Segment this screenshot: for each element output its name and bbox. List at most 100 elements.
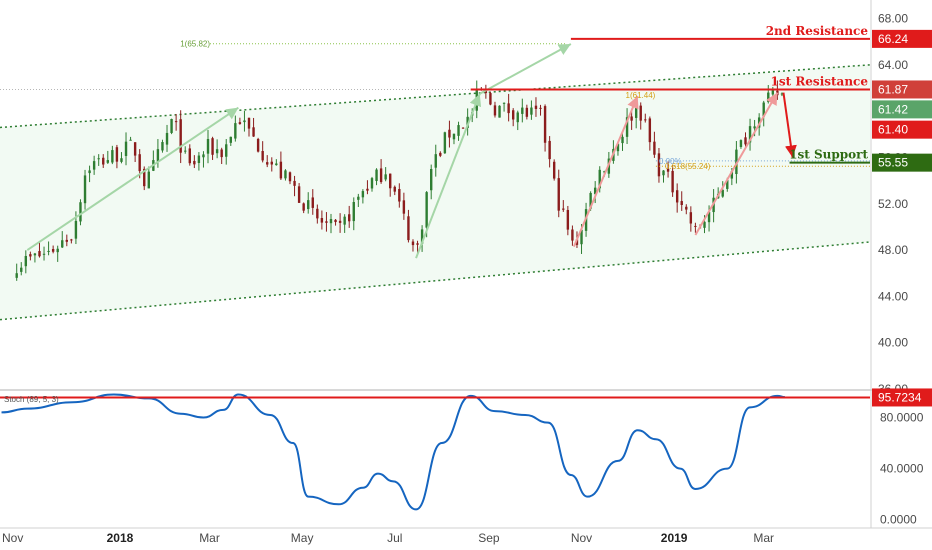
candle (329, 213, 333, 234)
candle (193, 155, 196, 169)
candle (348, 205, 351, 228)
second-resistance-label: 2nd Resistance (766, 24, 869, 38)
trend-arrow[interactable] (415, 93, 482, 259)
candle (165, 124, 169, 152)
candle (65, 234, 69, 247)
stochastic-label: Stoch (89, 5, 3) (4, 395, 59, 404)
candle (539, 104, 542, 116)
candle (51, 245, 55, 254)
candle (571, 225, 574, 246)
candle (29, 251, 32, 261)
projection-arrow[interactable] (782, 92, 797, 158)
candle (361, 189, 365, 204)
trend-arrow[interactable] (573, 95, 639, 247)
candle (238, 117, 242, 125)
candle (234, 115, 237, 142)
candle (379, 159, 383, 184)
stochastic-axis[interactable]: 80.0000 40.0000 0.0000 (880, 411, 924, 527)
trend-arrow[interactable] (26, 106, 239, 251)
candle (452, 133, 456, 145)
price-tick-label: 64.00 (878, 58, 908, 72)
candle (639, 102, 642, 130)
candle (256, 137, 260, 153)
candle (402, 192, 406, 220)
candle (133, 142, 137, 163)
candle (275, 159, 278, 166)
candle (284, 169, 287, 181)
candle (174, 113, 178, 131)
candle (320, 210, 324, 230)
stochastic-tick-label: 0.0000 (880, 513, 917, 527)
overlays[interactable]: 2nd Resistance 1st Resistance 1st Support 1… (26, 24, 870, 259)
candle (507, 93, 510, 122)
candle (129, 136, 132, 141)
channel-lower-line[interactable] (0, 241, 871, 321)
candle (225, 139, 228, 165)
candle (38, 242, 41, 258)
candle (15, 263, 18, 281)
candle (644, 113, 647, 123)
stochastic-pane[interactable]: Stoch (89, 5, 3) (0, 393, 870, 511)
candle (161, 139, 164, 153)
candle (124, 132, 128, 166)
price-pane[interactable]: 2nd Resistance 1st Resistance 1st Support 1… (0, 24, 871, 321)
candle (220, 147, 223, 165)
candle (197, 152, 201, 171)
first-resistance-badge: 61.87 (872, 80, 932, 99)
candle (384, 167, 387, 182)
candle (307, 192, 310, 214)
channel-fill (0, 64, 870, 320)
candle (420, 225, 424, 252)
price-badges: 66.24 61.87 61.42 61.40 55.55 95.7234 (872, 29, 932, 407)
candle (557, 169, 560, 218)
candle (20, 262, 23, 276)
candle (106, 150, 110, 164)
candle (266, 155, 269, 168)
time-axis[interactable]: Nov 2018 Mar May Jul Sep Nov 2019 Mar (0, 527, 932, 545)
candle (534, 97, 538, 117)
fib-label: 1(65.82) (180, 40, 210, 49)
candle (302, 202, 305, 214)
candle (270, 157, 273, 172)
svg-text:66.24: 66.24 (878, 32, 908, 46)
candle (188, 144, 191, 166)
candles (15, 80, 784, 281)
candle (211, 136, 214, 160)
candle (498, 105, 501, 118)
channel-upper-line[interactable] (0, 64, 871, 129)
candle (343, 214, 346, 233)
candle (516, 110, 519, 131)
candle (42, 246, 46, 261)
price-tick-label: 52.00 (878, 197, 908, 211)
fib-label: 0.618(55.24) (665, 162, 711, 171)
time-tick-label: Mar (753, 531, 774, 545)
candle (147, 166, 150, 189)
candle (206, 129, 210, 164)
candle (648, 116, 652, 151)
candle (662, 170, 665, 183)
candle (562, 200, 565, 212)
candle (502, 102, 506, 112)
price-tick-label: 44.00 (878, 289, 908, 303)
candle (61, 231, 64, 249)
svg-text:95.7234: 95.7234 (878, 390, 922, 404)
candle (92, 155, 96, 175)
candle (88, 165, 91, 183)
time-tick-label: May (291, 531, 314, 545)
candle (279, 151, 283, 181)
price-tick-label: 68.00 (878, 12, 908, 26)
candle (120, 152, 123, 164)
candle (685, 204, 688, 215)
candle (739, 139, 743, 149)
candle (566, 205, 570, 236)
trend-arrow[interactable] (694, 92, 779, 236)
candle (311, 189, 314, 215)
trend-arrow[interactable] (479, 43, 572, 95)
candle (489, 91, 492, 106)
candle (293, 175, 296, 197)
candle (680, 191, 683, 211)
candle (102, 154, 105, 168)
candle (70, 238, 73, 244)
candle (625, 108, 629, 144)
